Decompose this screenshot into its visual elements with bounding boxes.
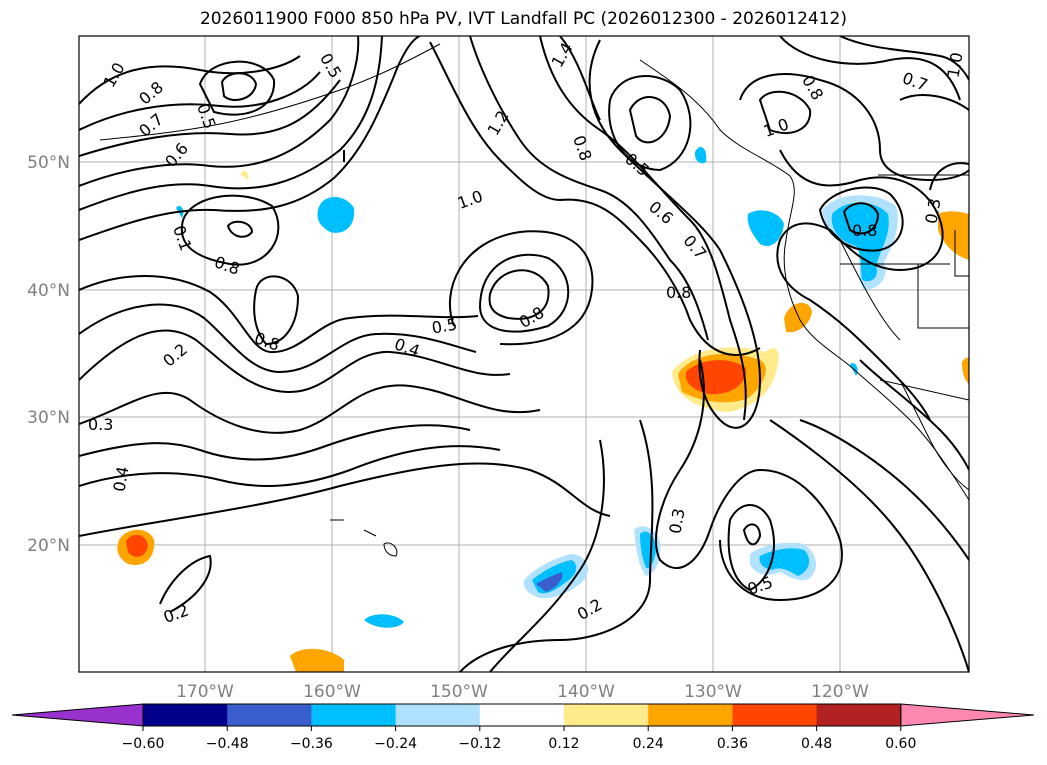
lat-label-20n: 20°N	[27, 536, 70, 556]
colorbar-tick-label: 0.36	[717, 736, 748, 752]
contour-label: 1.0	[943, 51, 966, 79]
negative-anomaly-blob	[317, 197, 355, 233]
colorbar-tick-label: −0.12	[458, 736, 501, 752]
colorbar-extend-high	[900, 703, 1035, 727]
lon-label-120w: 120°W	[811, 682, 869, 702]
contour-label: 0.4	[109, 465, 132, 493]
map-frame	[78, 35, 970, 673]
colorbar: −0.60 −0.48 −0.36 −0.24 −0.12 0.12 0.24 0.36 0.4…	[11, 703, 1035, 752]
colorbar-segment	[816, 704, 902, 726]
coastlines	[99, 43, 969, 557]
lon-label-170w: 170°W	[176, 682, 234, 702]
lon-label-150w: 150°W	[430, 682, 488, 702]
colorbar-tick-label: −0.60	[122, 736, 165, 752]
colorbar-segment	[564, 704, 649, 726]
colorbar-segment	[732, 704, 818, 726]
contour-label: 0.3	[665, 507, 688, 535]
colorbar-segment	[648, 704, 733, 726]
latitude-labels: 50°N 40°N 30°N 20°N	[27, 153, 70, 556]
colorbar-segment	[479, 704, 565, 726]
longitude-labels: 170°W 160°W 150°W 140°W 130°W 120°W	[176, 682, 869, 702]
lat-label-30n: 30°N	[27, 408, 70, 428]
colorbar-tick-label: −0.24	[374, 736, 417, 752]
colorbar-segment	[395, 704, 481, 726]
lat-label-50n: 50°N	[27, 153, 70, 173]
lon-label-160w: 160°W	[303, 682, 361, 702]
colorbar-segment	[311, 704, 397, 726]
colorbar-tick-label: 0.60	[885, 736, 916, 752]
contour-label: 0.3	[88, 415, 113, 434]
colorbar-tick-label: 0.48	[801, 736, 832, 752]
colorbar-extend-low	[11, 703, 144, 727]
lat-label-40n: 40°N	[27, 281, 70, 301]
colorbar-segment	[227, 704, 312, 726]
colorbar-tick-label: −0.48	[206, 736, 249, 752]
map-panel	[79, 36, 969, 672]
map-title: 2026011900 F000 850 hPa PV, IVT Landfall…	[199, 9, 847, 29]
contour-label: 0.3	[921, 197, 944, 225]
pv-contours	[79, 36, 969, 672]
contour-label: 0.8	[666, 283, 691, 302]
colorbar-frame	[142, 703, 902, 727]
colorbar-tick-label: 0.24	[633, 736, 664, 752]
lon-label-130w: 130°W	[684, 682, 742, 702]
contour-label: 0.5	[430, 314, 458, 337]
ivt-shading	[117, 147, 969, 672]
contour-label: 0.8	[852, 221, 877, 240]
colorbar-segment	[143, 704, 228, 726]
colorbar-tick-label: 0.12	[548, 736, 579, 752]
lon-label-140w: 140°W	[557, 682, 615, 702]
colorbar-tick-label: −0.36	[290, 736, 333, 752]
